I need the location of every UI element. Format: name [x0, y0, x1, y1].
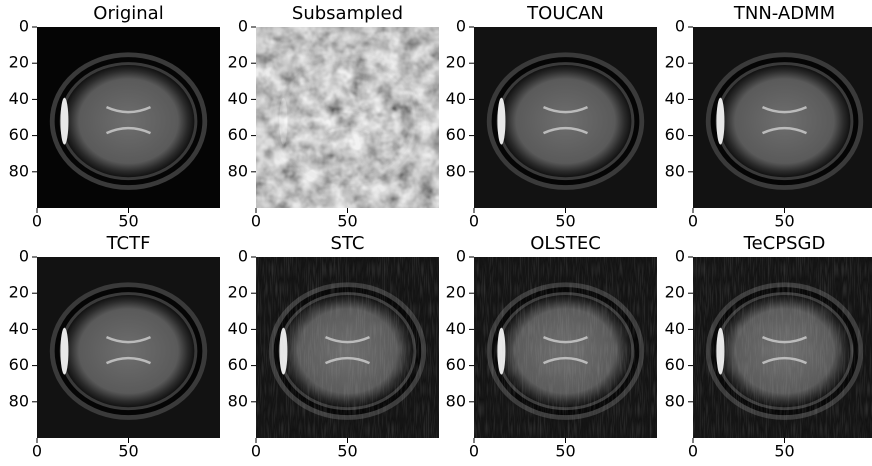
y-tick-label: 0	[675, 17, 685, 36]
image	[474, 257, 657, 438]
image	[37, 257, 220, 438]
artifact	[693, 257, 872, 438]
x-tick-label: 0	[688, 212, 698, 231]
brain	[500, 65, 632, 177]
y-tick-label: 60	[665, 125, 685, 144]
panel-title: TOUCAN	[526, 3, 604, 24]
panel: OLSTEC 0 20 40 60 80 0 50	[446, 233, 657, 461]
y-tick-label: 60	[228, 125, 248, 144]
y-tick-label: 0	[19, 17, 29, 36]
y-tick-label: 20	[665, 53, 685, 72]
figure: Original 0 20 40 60 80 0 50 Subsampled 0 20 40 60 80 0…	[0, 0, 872, 466]
panel-title: TeCPSGD	[743, 233, 826, 254]
x-tick-label: 0	[688, 442, 698, 461]
bright-edge	[497, 98, 505, 145]
x-tick-label: 50	[774, 212, 794, 231]
y-tick-label: 0	[456, 247, 466, 266]
x-tick-label: 50	[774, 442, 794, 461]
y-tick-label: 20	[665, 283, 685, 302]
brain	[63, 295, 195, 407]
image	[37, 27, 220, 208]
y-tick-label: 20	[9, 53, 29, 72]
panel: Subsampled 0 20 40 60 80 0 50	[228, 3, 439, 231]
panel-title: Subsampled	[292, 3, 403, 24]
panel-title: STC	[331, 233, 365, 254]
y-tick-label: 0	[19, 247, 29, 266]
y-tick-label: 80	[228, 391, 248, 410]
y-tick-label: 40	[9, 319, 29, 338]
y-tick-label: 60	[665, 355, 685, 374]
brain	[63, 65, 195, 177]
y-tick-label: 80	[665, 391, 685, 410]
y-tick-label: 80	[228, 161, 248, 180]
x-tick-label: 0	[469, 212, 479, 231]
y-tick-label: 20	[9, 283, 29, 302]
x-tick-label: 0	[469, 442, 479, 461]
y-tick-label: 60	[228, 355, 248, 374]
x-tick-label: 0	[32, 442, 42, 461]
y-tick-label: 0	[238, 17, 248, 36]
artifact	[474, 257, 657, 438]
image	[256, 257, 439, 438]
y-tick-label: 40	[665, 89, 685, 108]
x-tick-label: 50	[337, 212, 357, 231]
panel-title: OLSTEC	[530, 233, 601, 254]
x-tick-label: 50	[555, 212, 575, 231]
y-tick-label: 0	[675, 247, 685, 266]
noise	[256, 27, 439, 208]
bright-edge	[60, 98, 68, 145]
y-tick-label: 80	[446, 161, 466, 180]
y-tick-label: 60	[446, 355, 466, 374]
panel-title: TNN-ADMM	[733, 3, 835, 24]
x-tick-label: 50	[118, 212, 138, 231]
image	[474, 27, 657, 208]
y-tick-label: 80	[446, 391, 466, 410]
x-tick-label: 50	[337, 442, 357, 461]
x-tick-label: 0	[251, 212, 261, 231]
y-tick-label: 40	[228, 319, 248, 338]
y-tick-label: 40	[228, 89, 248, 108]
bright-edge	[716, 98, 724, 145]
artifact	[256, 257, 439, 438]
y-tick-label: 60	[9, 355, 29, 374]
y-tick-label: 20	[228, 283, 248, 302]
y-tick-label: 60	[446, 125, 466, 144]
y-tick-label: 40	[446, 89, 466, 108]
y-tick-label: 60	[9, 125, 29, 144]
y-tick-label: 20	[228, 53, 248, 72]
y-tick-label: 40	[9, 89, 29, 108]
image	[256, 27, 439, 208]
y-tick-label: 0	[456, 17, 466, 36]
image	[693, 27, 872, 208]
y-tick-label: 20	[446, 283, 466, 302]
x-tick-label: 0	[251, 442, 261, 461]
panel: TeCPSGD 0 20 40 60 80 0 50	[665, 233, 872, 461]
image	[693, 257, 872, 438]
y-tick-label: 20	[446, 53, 466, 72]
y-tick-label: 40	[446, 319, 466, 338]
x-tick-label: 50	[555, 442, 575, 461]
brain	[719, 65, 851, 177]
y-tick-label: 80	[665, 161, 685, 180]
panel: TNN-ADMM 0 20 40 60 80 0 50	[665, 3, 872, 231]
panel: STC 0 20 40 60 80 0 50	[228, 233, 439, 461]
y-tick-label: 40	[665, 319, 685, 338]
bright-edge	[60, 328, 68, 375]
panel: Original 0 20 40 60 80 0 50	[9, 3, 220, 231]
x-tick-label: 50	[118, 442, 138, 461]
panel-title: TCTF	[106, 233, 151, 254]
panel: TOUCAN 0 20 40 60 80 0 50	[446, 3, 657, 231]
y-tick-label: 80	[9, 161, 29, 180]
x-tick-label: 0	[32, 212, 42, 231]
panel-title: Original	[93, 3, 163, 24]
y-tick-label: 80	[9, 391, 29, 410]
panel: TCTF 0 20 40 60 80 0 50	[9, 233, 220, 461]
y-tick-label: 0	[238, 247, 248, 266]
